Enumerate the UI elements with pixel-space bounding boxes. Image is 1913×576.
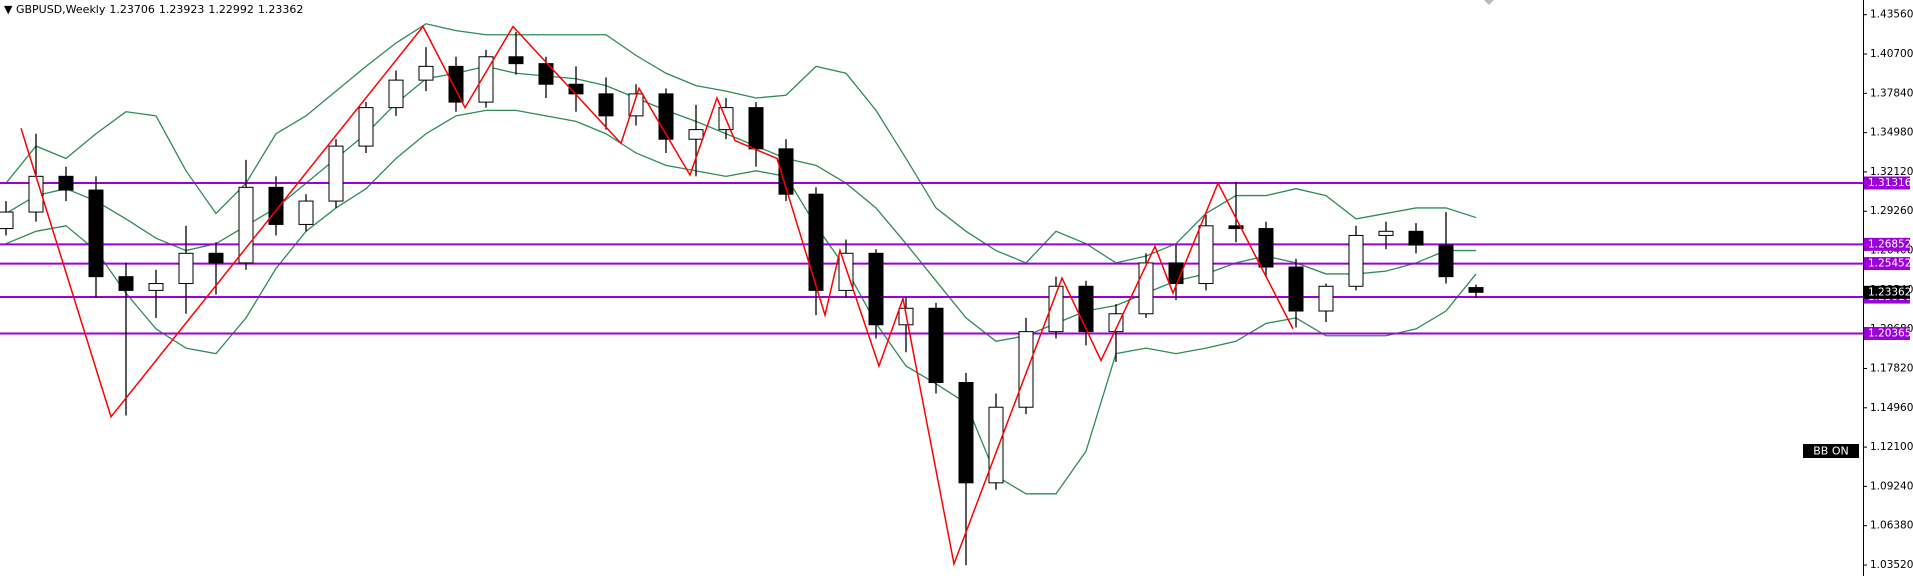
y-tick-label: 1.32120	[1870, 166, 1913, 178]
y-tick-label: 1.12100	[1870, 441, 1913, 453]
level-label: 1.20365	[1868, 327, 1911, 339]
bollinger-lower	[5, 109, 1477, 495]
zigzag	[20, 25, 1294, 567]
y-tick-label: 1.37840	[1870, 87, 1913, 99]
candle-body	[328, 145, 344, 202]
y-tick-label: 1.09240	[1870, 480, 1913, 492]
candle-body	[238, 186, 254, 264]
candle-body	[1288, 266, 1304, 312]
chart-header: ▼ GBPUSD,Weekly 1.23706 1.23923 1.22992 1.23…	[4, 3, 304, 16]
candle-body	[0, 211, 14, 230]
candle-body	[658, 93, 674, 140]
candle-body	[118, 276, 134, 291]
candle-body	[1198, 225, 1214, 285]
candle-body	[1468, 287, 1484, 293]
ohlc-high: 1.23923	[158, 3, 205, 16]
level-label: 1.25452	[1868, 258, 1911, 270]
level-label: 1.31316	[1868, 177, 1912, 189]
level-label-bg	[1864, 257, 1910, 271]
candle-body	[1108, 313, 1124, 333]
y-tick-label: 1.40700	[1870, 48, 1913, 60]
current-price-label: 1.23362	[1868, 286, 1911, 298]
candle-body	[1018, 331, 1034, 408]
candle-body	[208, 252, 224, 264]
annotation-bg	[1803, 444, 1859, 458]
y-tick-label: 1.06380	[1870, 520, 1913, 532]
level-label-bg	[1864, 237, 1910, 251]
candle-body	[988, 406, 1004, 484]
candle-body	[598, 93, 614, 117]
candle-body	[478, 56, 494, 103]
ohlc-low: 1.22992	[208, 3, 254, 16]
candle-body	[1378, 230, 1394, 236]
candle-body	[1048, 285, 1064, 333]
annotation: BB ON	[1813, 445, 1848, 458]
candle-body	[1228, 225, 1244, 230]
candle-body	[778, 148, 794, 195]
candle-body	[178, 252, 194, 285]
candle-body	[1318, 285, 1334, 312]
candle-body	[148, 283, 164, 291]
candle-body	[688, 129, 704, 140]
y-tick-label: 1.43560	[1870, 9, 1913, 21]
candle-body	[1258, 228, 1274, 268]
y-tick-label: 1.29260	[1870, 205, 1913, 217]
y-tick-label: 1.17820	[1870, 362, 1913, 374]
level-label-bg	[1864, 176, 1910, 190]
candle-body	[928, 307, 944, 383]
y-tick-label: 1.03520	[1870, 559, 1913, 571]
ohlc-close: 1.23362	[257, 3, 304, 16]
candle-body	[58, 175, 74, 191]
candle-body	[1078, 285, 1094, 333]
level-label: 1.26852	[1868, 238, 1911, 250]
candle-body	[358, 107, 374, 147]
candle-body	[1438, 244, 1454, 278]
bollinger-middle	[5, 65, 1476, 342]
candle-body	[538, 63, 554, 85]
candle-body	[958, 381, 974, 484]
candle-body	[1348, 234, 1364, 287]
y-tick-label: 1.14960	[1870, 402, 1913, 414]
y-tick-label: 1.34980	[1870, 127, 1913, 139]
candle-body	[1408, 230, 1424, 246]
symbol: GBPUSD,Weekly	[15, 3, 106, 16]
level-label-bg	[1864, 326, 1910, 340]
candle-body	[448, 65, 464, 103]
candle-body	[808, 193, 824, 291]
ohlc-open: 1.23706	[109, 3, 155, 16]
bollinger-upper	[5, 23, 1477, 264]
candle-body	[388, 79, 404, 109]
candle-body	[748, 107, 764, 150]
current-price-bg	[1864, 285, 1910, 299]
candle-body	[268, 186, 284, 225]
candle-body	[88, 189, 104, 278]
candle-body	[868, 252, 884, 326]
candle-body	[508, 56, 524, 65]
shift-marker	[1484, 0, 1494, 5]
candle-body	[1138, 262, 1154, 315]
candle-body	[418, 65, 434, 81]
candle-body	[298, 200, 314, 225]
candle-body	[838, 252, 854, 291]
